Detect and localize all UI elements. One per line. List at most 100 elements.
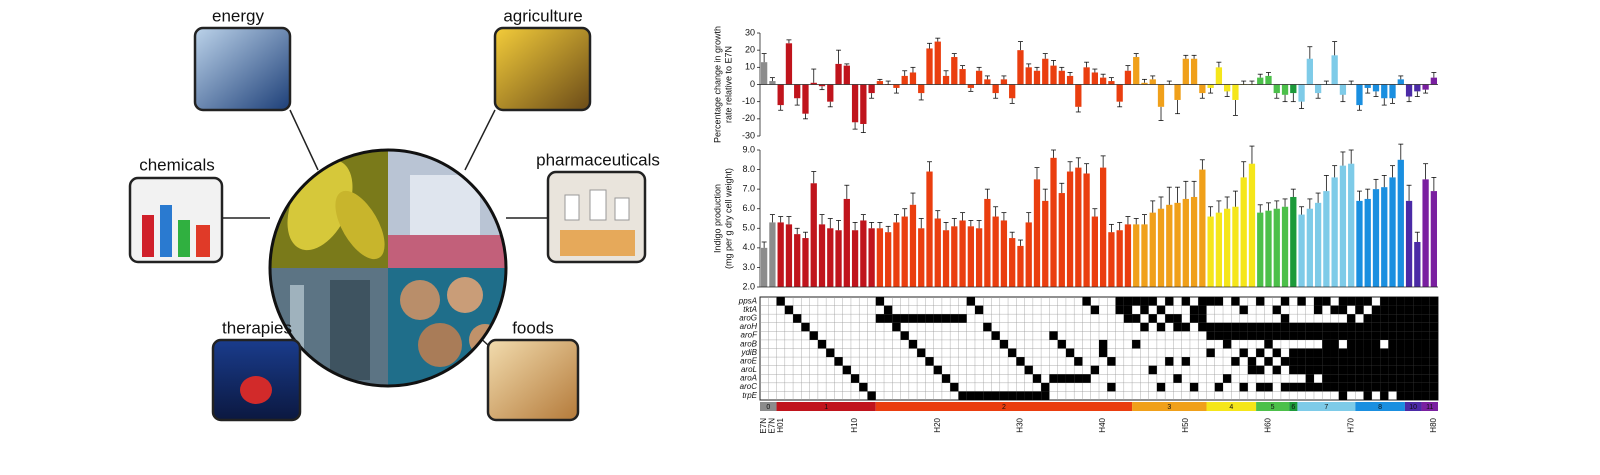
matrix-cell bbox=[1231, 297, 1240, 306]
matrix-cell bbox=[908, 339, 918, 349]
matrix-cell bbox=[1264, 331, 1273, 340]
matrix-cell bbox=[1421, 391, 1430, 400]
bar bbox=[1133, 57, 1140, 85]
matrix-cell bbox=[1231, 357, 1240, 366]
matrix-cell bbox=[1297, 297, 1306, 306]
error-bar bbox=[1356, 105, 1362, 111]
bar bbox=[1091, 216, 1099, 287]
matrix-cell bbox=[817, 339, 827, 349]
bar bbox=[1199, 169, 1206, 287]
error-bar bbox=[1307, 198, 1313, 209]
error-bar bbox=[778, 216, 784, 223]
matrix-cell bbox=[1313, 305, 1323, 315]
matrix-cell bbox=[1297, 348, 1306, 358]
error-bar bbox=[1381, 98, 1387, 106]
matrix-cell bbox=[1289, 382, 1298, 392]
bar bbox=[1339, 165, 1347, 287]
bar bbox=[1141, 82, 1148, 85]
group-band bbox=[875, 402, 1133, 411]
matrix-cell bbox=[1264, 322, 1273, 332]
error-bar bbox=[910, 66, 916, 73]
matrix-cell bbox=[1223, 374, 1232, 383]
error-bar bbox=[1431, 72, 1437, 78]
gene-label: aroF bbox=[741, 331, 759, 340]
matrix-cell bbox=[1206, 297, 1215, 306]
matrix-cell bbox=[1049, 374, 1058, 383]
matrix-cell bbox=[1032, 374, 1042, 383]
error-bar bbox=[1423, 89, 1429, 94]
bar bbox=[835, 63, 842, 85]
error-bar bbox=[1282, 94, 1288, 103]
matrix-cell bbox=[1115, 305, 1124, 315]
bar bbox=[1149, 79, 1156, 85]
matrix-cell bbox=[1371, 314, 1381, 323]
bar bbox=[959, 220, 966, 287]
error-bar bbox=[1042, 188, 1048, 201]
matrix-cell bbox=[776, 297, 785, 306]
matrix-cell bbox=[1347, 365, 1356, 375]
matrix-cell bbox=[1388, 382, 1397, 392]
matrix-cell bbox=[1347, 314, 1356, 323]
bar bbox=[1166, 204, 1173, 287]
matrix-cell bbox=[1363, 374, 1372, 383]
error-bar bbox=[1125, 216, 1131, 225]
matrix-cell bbox=[1247, 357, 1257, 366]
matrix-cell bbox=[1305, 382, 1314, 392]
matrix-cell bbox=[1421, 357, 1430, 366]
group-label: 3 bbox=[1167, 404, 1171, 411]
error-bar bbox=[1075, 106, 1081, 113]
matrix-cell bbox=[1247, 365, 1257, 375]
matrix-cell bbox=[1305, 357, 1314, 366]
matrix-cell bbox=[1380, 374, 1389, 383]
matrix-cell bbox=[1214, 297, 1224, 306]
matrix-cell bbox=[1421, 314, 1430, 323]
matrix-cell bbox=[1198, 314, 1207, 323]
error-bar bbox=[819, 86, 825, 91]
bar bbox=[942, 75, 950, 85]
matrix-cell bbox=[1371, 357, 1381, 366]
matrix-cell bbox=[1297, 322, 1306, 332]
bar bbox=[1000, 79, 1008, 85]
bar bbox=[1422, 179, 1429, 287]
y-axis-label: Indigo production bbox=[712, 184, 722, 253]
matrix-cell bbox=[1322, 322, 1331, 332]
error-bar bbox=[1017, 239, 1023, 246]
matrix-cell bbox=[1008, 391, 1017, 400]
y-tick-label: 3.0 bbox=[742, 262, 755, 272]
bar bbox=[967, 84, 974, 88]
bar bbox=[1397, 79, 1404, 85]
matrix-cell bbox=[1107, 382, 1116, 392]
bar bbox=[1232, 84, 1239, 100]
matrix-cell bbox=[1057, 374, 1066, 383]
error-bar bbox=[1125, 65, 1131, 71]
bar bbox=[860, 220, 867, 287]
matrix-cell bbox=[1388, 374, 1397, 383]
matrix-cell bbox=[950, 382, 959, 392]
error-bar bbox=[1100, 73, 1106, 78]
bar bbox=[1397, 159, 1404, 287]
matrix-cell bbox=[1363, 357, 1372, 366]
matrix-cell bbox=[1165, 297, 1174, 306]
bar bbox=[1133, 224, 1140, 287]
group-band bbox=[1132, 402, 1207, 411]
bar bbox=[1083, 173, 1090, 287]
matrix-cell bbox=[1330, 322, 1339, 332]
matrix-cell bbox=[908, 314, 918, 323]
matrix-cell bbox=[1140, 305, 1149, 315]
matrix-cell bbox=[1363, 365, 1372, 375]
matrix-cell bbox=[1231, 331, 1240, 340]
error-bar bbox=[1274, 200, 1280, 209]
matrix-cell bbox=[1057, 339, 1066, 349]
matrix-cell bbox=[1429, 391, 1438, 400]
matrix-cell bbox=[1388, 348, 1397, 358]
matrix-cell bbox=[900, 331, 909, 340]
error-bar bbox=[1373, 91, 1379, 97]
matrix-cell bbox=[1132, 297, 1141, 306]
bar bbox=[760, 62, 768, 85]
bar bbox=[893, 84, 900, 88]
error-bar bbox=[794, 227, 800, 235]
matrix-cell bbox=[1380, 297, 1389, 306]
matrix-cell bbox=[784, 305, 794, 315]
error-bar bbox=[1390, 165, 1396, 178]
error-bar bbox=[1084, 163, 1090, 174]
